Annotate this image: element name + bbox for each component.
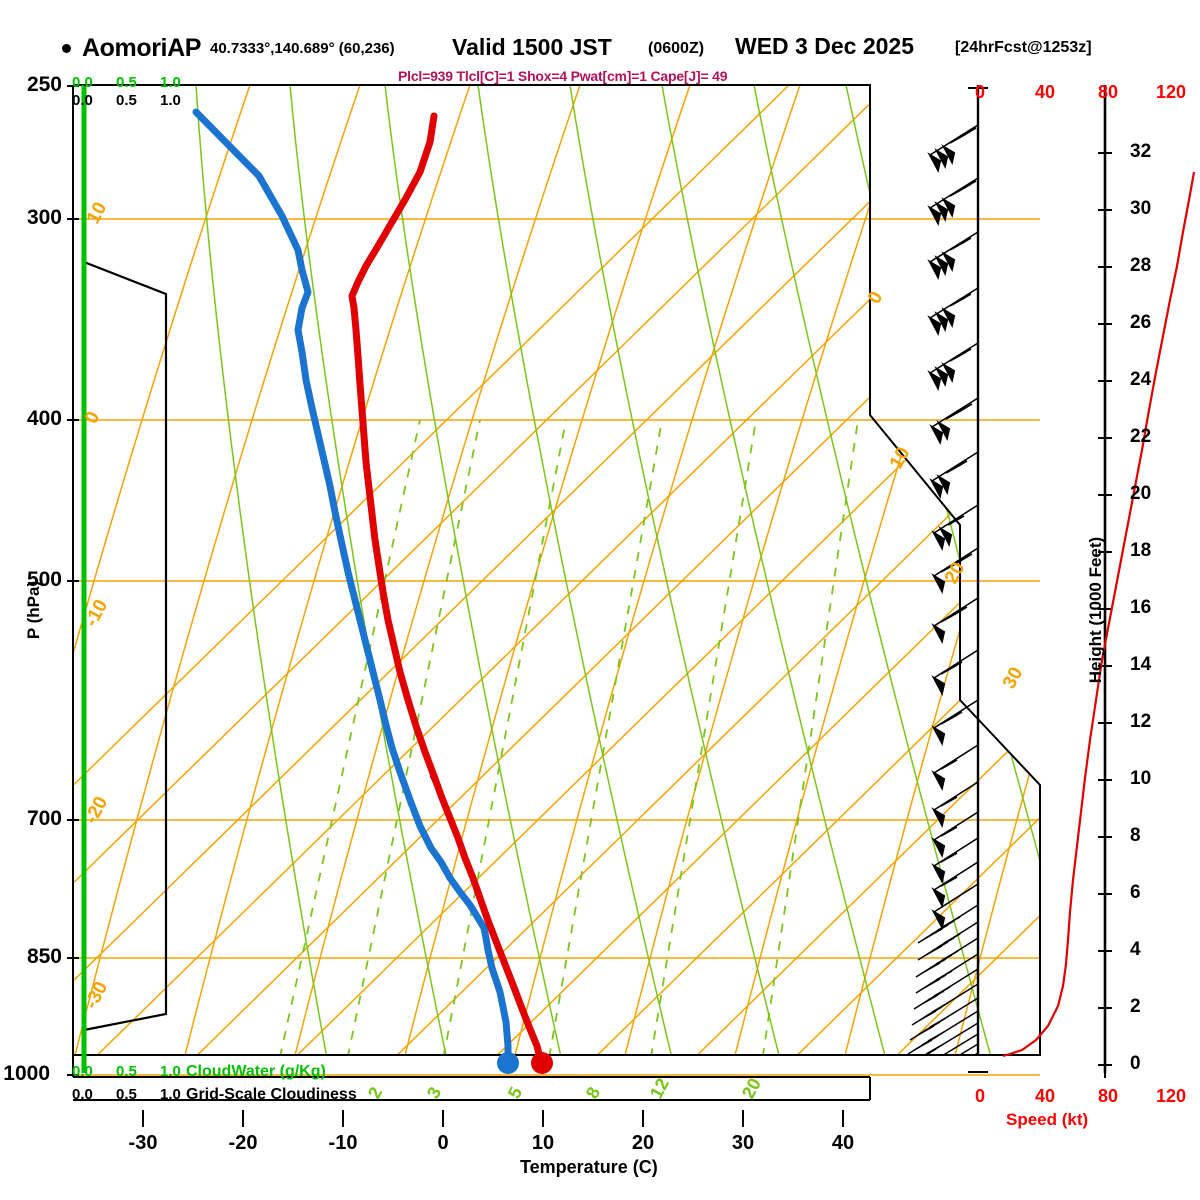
temperature-tick--20: -20 (228, 1132, 258, 1154)
cloudiness-scale-tick-2: 1.0 (160, 92, 181, 109)
temperature-axis-title: Temperature (C) (520, 1157, 658, 1177)
height-tick-30: 30 (1130, 198, 1152, 219)
height-tick-4: 4 (1130, 939, 1141, 960)
cloudwater-scale-tick-2: 1.0 (160, 74, 181, 91)
pressure-tick-850: 850 (26, 945, 62, 968)
isotherm-lines (73, 85, 1040, 1055)
station-marker-dot (62, 44, 71, 53)
valid-date: WED 3 Dec 2025 (735, 33, 914, 59)
svg-text:10: 10 (886, 444, 914, 473)
station-name: AomoriAP (82, 34, 202, 62)
temperature-tick-20: 20 (631, 1132, 655, 1154)
svg-text:10: 10 (83, 199, 111, 228)
speed-bottom-tick-0: 0 (974, 1086, 985, 1106)
cloud-scale-rules (72, 86, 871, 1101)
height-tick-22: 22 (1130, 426, 1152, 447)
temperature-axis-ticks (142, 1110, 844, 1127)
speed-axis-title: Speed (kt) (1006, 1110, 1089, 1129)
wind-barbs (907, 124, 979, 1055)
station-coordinates: 40.7333°,140.689° (60,236) (210, 40, 395, 57)
speed-top-tick-80: 80 (1097, 82, 1119, 102)
svg-text:12: 12 (646, 1075, 673, 1102)
svg-text:0: 0 (864, 288, 888, 307)
dewpoint-profile (192, 108, 512, 1055)
height-tick-20: 20 (1130, 483, 1152, 504)
forecast-stamp: [24hrFcst@1253z] (955, 39, 1092, 56)
svg-text:30: 30 (999, 664, 1027, 693)
svg-text:20: 20 (738, 1075, 765, 1102)
speed-bottom-tick-80: 80 (1097, 1086, 1119, 1106)
height-axis-title: Height (1000 Feet) (1086, 536, 1105, 684)
temperature-profile (348, 112, 543, 1055)
height-tick-12: 12 (1130, 711, 1152, 732)
plot-frame (72, 84, 1041, 1056)
cloudwater-scale-bottom-tick-0: 0.0 (72, 1063, 93, 1080)
cloudiness-scale-tick-1: 0.5 (116, 92, 137, 109)
grid-scale-cloudiness-profile (83, 260, 168, 1032)
pressure-tick-250: 250 (26, 73, 62, 96)
cloudwater-scale-tick-0: 0.0 (72, 74, 93, 91)
speed-top-tick-0: 0 (974, 82, 985, 102)
speed-bottom-tick-40: 40 (1034, 1086, 1056, 1106)
cloudwater-scale-bottom-tick-2: 1.0 (160, 1063, 181, 1080)
temperature-tick-30: 30 (731, 1132, 755, 1154)
height-tick-2: 2 (1130, 996, 1141, 1017)
valid-time-label: Valid 1500 JST (452, 34, 612, 60)
surface-temperature-marker (531, 1052, 553, 1074)
height-tick-18: 18 (1130, 540, 1152, 561)
speed-bottom-tick-120: 120 (1155, 1086, 1187, 1106)
wind-barb-axis-ticks (968, 87, 1106, 1078)
height-tick-14: 14 (1130, 654, 1152, 675)
height-tick-10: 10 (1130, 768, 1152, 789)
temperature-tick-10: 10 (531, 1132, 555, 1154)
stability-indices: Plcl=939 Tlcl[C]=1 Shox=4 Pwat[cm]=1 Cap… (398, 68, 728, 84)
height-tick-24: 24 (1130, 369, 1152, 390)
height-tick-16: 16 (1130, 597, 1152, 618)
speed-top-tick-40: 40 (1034, 82, 1056, 102)
dry-adiabat-lines (73, 85, 1040, 1055)
speed-top-tick-120: 120 (1155, 82, 1187, 102)
isotherm-value-labels: 10 0 -10 -20 -30 0 10 20 30 (81, 199, 1027, 1013)
cloudiness-scale-bottom-tick-1: 0.5 (116, 1086, 137, 1103)
pressure-tick-300: 300 (26, 206, 62, 229)
temperature-tick--30: -30 (128, 1132, 158, 1154)
cloudiness-scale-bottom-tick-0: 0.0 (72, 1086, 93, 1103)
pressure-tick-1000: 1000 (3, 1062, 50, 1085)
cloudiness-scale-tick-0: 0.0 (72, 92, 93, 109)
height-profile-curve (1002, 171, 1196, 1058)
height-axis-ticks (1098, 152, 1112, 1066)
pressure-tick-700: 700 (26, 807, 62, 830)
cloudwater-scale-tick-1: 0.5 (116, 74, 137, 91)
pressure-tick-400: 400 (26, 407, 62, 430)
cloudwater-scale-bottom-tick-1: 0.5 (116, 1063, 137, 1080)
temperature-tick-0: 0 (437, 1132, 449, 1154)
moist-adiabat-lines (195, 85, 1040, 1055)
height-tick-0: 0 (1130, 1053, 1141, 1074)
height-tick-8: 8 (1130, 825, 1141, 846)
height-tick-32: 32 (1130, 141, 1152, 162)
cloudiness-axis-label: Grid-Scale Cloudiness (186, 1086, 357, 1103)
temperature-tick-40: 40 (831, 1132, 855, 1154)
temperature-tick--10: -10 (328, 1132, 358, 1154)
cloudwater-axis-label: CloudWater (g/Kg) (186, 1063, 326, 1080)
surface-dewpoint-marker (497, 1052, 519, 1074)
height-tick-6: 6 (1130, 882, 1141, 903)
height-tick-28: 28 (1130, 255, 1152, 276)
mixing-ratio-lines (275, 419, 859, 1055)
cloudiness-scale-bottom-tick-2: 1.0 (160, 1086, 181, 1103)
height-tick-26: 26 (1130, 312, 1152, 333)
pressure-tick-500: 500 (26, 568, 62, 591)
svg-text:20: 20 (941, 559, 969, 588)
mixing-ratio-value-labels: 2 3 5 8 12 20 (364, 1075, 765, 1102)
isobar-lines (73, 218, 1040, 1076)
pressure-axis-title: P (hPa) (24, 580, 43, 640)
valid-time-utc: (0600Z) (648, 40, 705, 57)
